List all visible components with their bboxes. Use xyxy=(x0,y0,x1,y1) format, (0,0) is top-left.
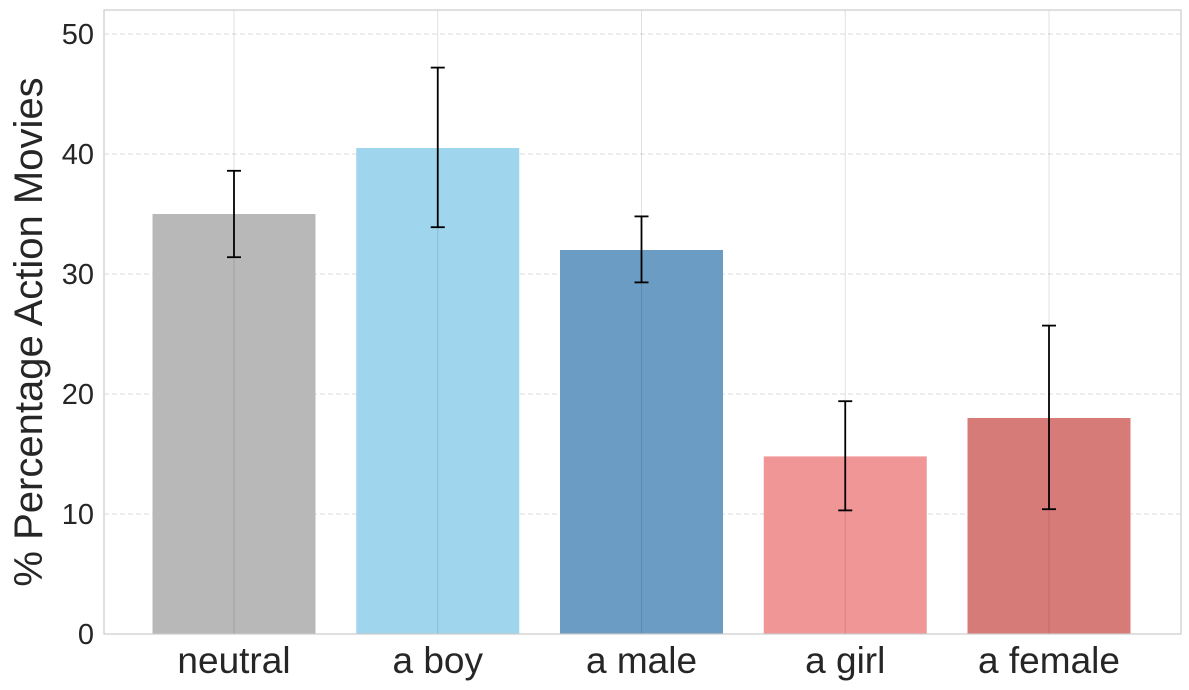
y-tick-label-50: 50 xyxy=(62,19,94,51)
y-tick-label-20: 20 xyxy=(62,379,94,411)
x-tick-labels: neutral a boy a male a girl a female xyxy=(177,640,1120,681)
error-bar-a-boy xyxy=(430,66,445,229)
error-bar-a-girl xyxy=(838,400,853,512)
x-tick-label-a-girl: a girl xyxy=(805,640,885,681)
bar-a-male xyxy=(560,250,723,634)
y-tick-labels: 0 10 20 30 40 50 xyxy=(62,19,94,651)
bar-neutral xyxy=(152,214,316,634)
y-tick-label-0: 0 xyxy=(78,619,94,651)
x-tick-label-a-male: a male xyxy=(586,640,697,681)
x-tick-label-a-boy: a boy xyxy=(392,640,483,681)
plot-frame xyxy=(103,9,1182,635)
y-tick-label-30: 30 xyxy=(62,259,94,291)
y-tick-label-40: 40 xyxy=(62,139,94,171)
error-bar-neutral xyxy=(227,169,241,259)
error-bar-a-male xyxy=(634,215,649,284)
bars xyxy=(152,148,1131,634)
y-tick-label-10: 10 xyxy=(62,499,94,531)
y-axis-label: % Percentage Action Movies xyxy=(7,77,51,586)
error-bars xyxy=(227,66,1056,512)
bar-a-boy xyxy=(356,148,520,634)
error-bar-a-female xyxy=(1042,324,1056,511)
x-tick-label-a-female: a female xyxy=(978,640,1120,681)
x-tick-label-neutral: neutral xyxy=(177,640,290,681)
